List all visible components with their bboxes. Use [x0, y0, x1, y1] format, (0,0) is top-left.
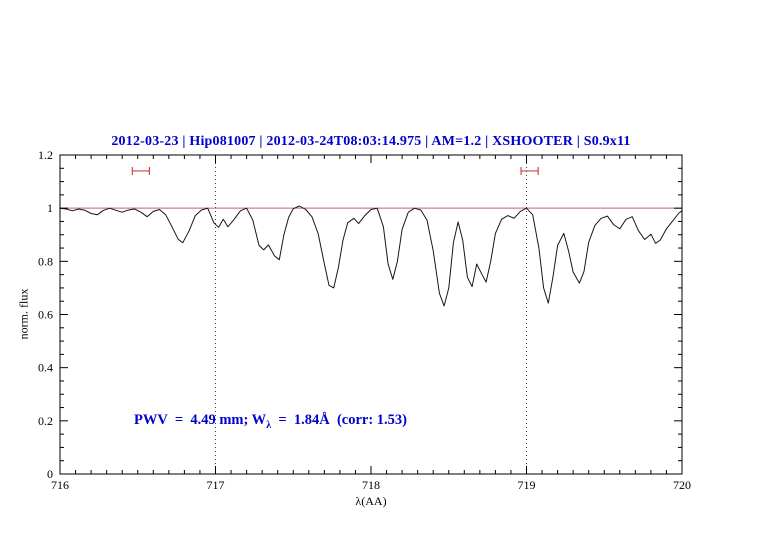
range-marker: [520, 166, 539, 175]
y-tick-label: 0: [47, 467, 53, 481]
annotation-prefix: PWV = 4.49 mm; W: [134, 412, 267, 428]
plot-title: 2012-03-23 | Hip081007 | 2012-03-24T08:0…: [111, 134, 631, 149]
annotation-suffix: = 1.84Å (corr: 1.53): [271, 412, 408, 428]
range-marker: [131, 166, 151, 175]
x-tick-label: 719: [518, 478, 536, 492]
y-axis-label: norm. flux: [16, 288, 31, 340]
y-tick-label: 0.2: [38, 414, 53, 428]
y-tick-label: 1: [47, 201, 53, 215]
y-tick-label: 0.4: [38, 361, 53, 375]
x-tick-label: 718: [362, 478, 380, 492]
y-tick-label: 0.8: [38, 254, 53, 268]
annotation-lambda-subscript: λ: [266, 419, 272, 431]
x-axis-label: λ(AA): [355, 494, 387, 508]
x-tick-label: 716: [51, 478, 69, 492]
x-tick-label: 720: [673, 478, 691, 492]
y-tick-label: 1.2: [38, 148, 53, 162]
pwv-annotation: PWV = 4.49 mm; Wλ = 1.84Å (corr: 1.53): [134, 412, 407, 431]
y-tick-label: 0.6: [38, 308, 53, 322]
spectrum-line: [59, 205, 683, 307]
x-tick-label: 717: [207, 478, 225, 492]
